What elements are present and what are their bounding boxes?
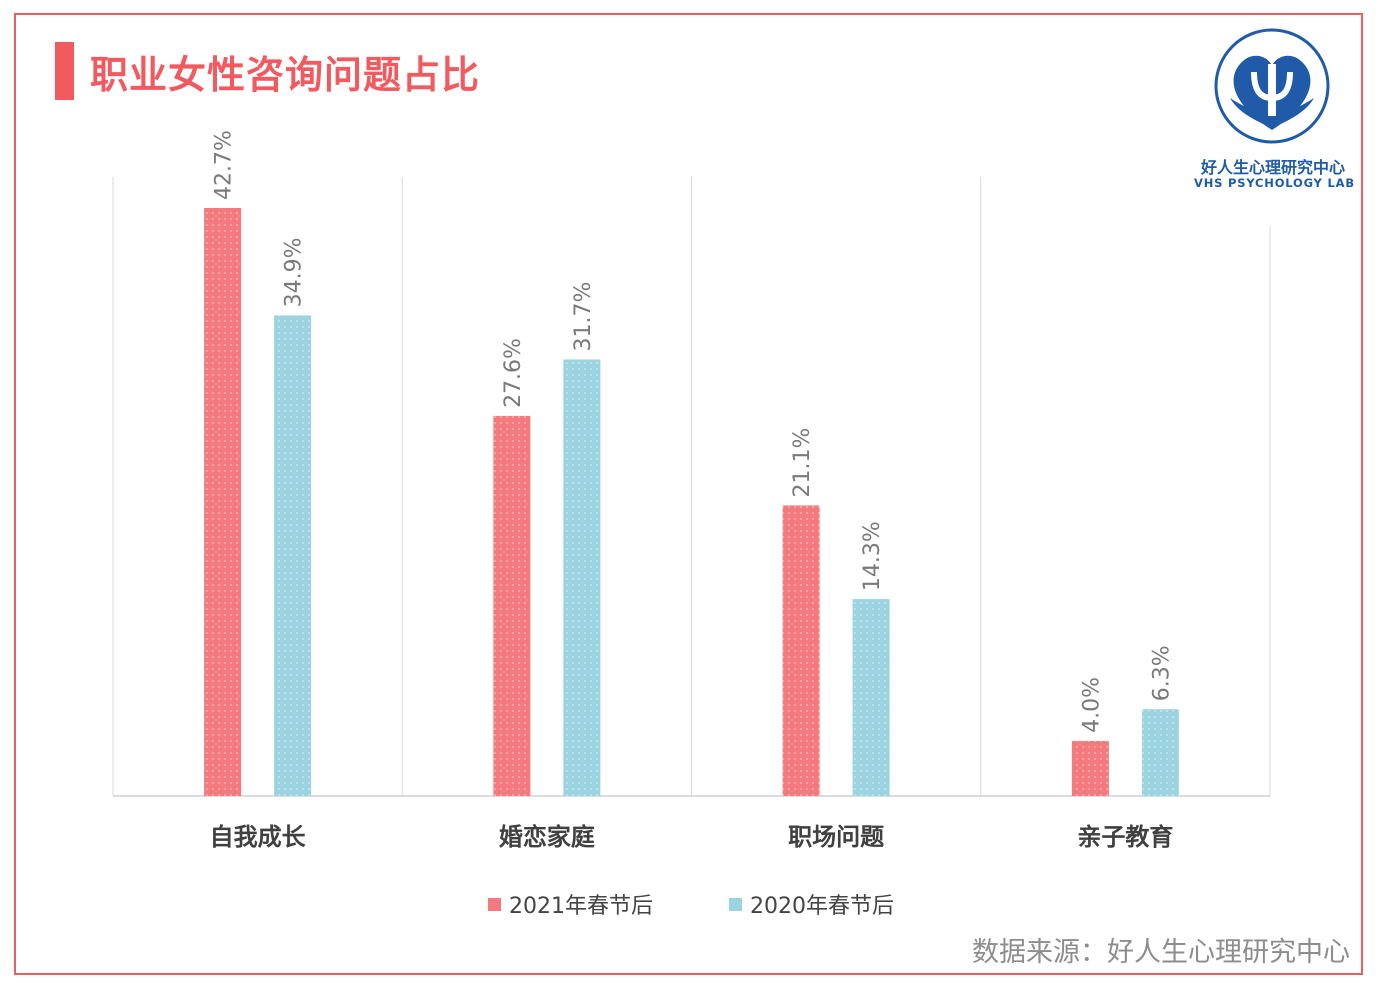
data-label: 4.0% <box>1079 677 1104 733</box>
vhs-logo: 好人生心理研究中心 VHS PSYCHOLOGY LAB <box>1194 28 1354 198</box>
bar-2020-2 <box>852 599 890 796</box>
legend-swatch-2020 <box>729 897 742 911</box>
legend-label-2020: 2020年春节后 <box>750 894 894 919</box>
legend-label-2021: 2021年春节后 <box>509 894 653 919</box>
logo-english-name: VHS PSYCHOLOGY LAB <box>1194 176 1355 190</box>
category-label: 自我成长 <box>210 823 307 851</box>
category-label: 婚恋家庭 <box>499 823 595 851</box>
bar-2020-0 <box>274 315 312 796</box>
legend-item-2020: 2020年春节后 <box>729 889 894 919</box>
data-label: 21.1% <box>790 428 815 498</box>
data-label: 42.7% <box>212 130 237 200</box>
data-source-note: 数据来源：好人生心理研究中心 <box>972 937 1350 968</box>
bar-2021-0 <box>204 208 242 796</box>
bar-2020-3 <box>1141 709 1179 796</box>
legend-item-2021: 2021年春节后 <box>488 889 653 919</box>
category-label: 亲子教育 <box>1077 823 1173 851</box>
bar-2021-2 <box>782 505 820 796</box>
data-label: 6.3% <box>1149 645 1174 701</box>
logo-chinese-name: 好人生心理研究中心 <box>1200 158 1345 177</box>
bar-2021-3 <box>1071 740 1109 796</box>
bar-2021-1 <box>493 415 531 796</box>
data-label: 14.3% <box>860 521 885 591</box>
legend-swatch-2021 <box>488 897 501 911</box>
category-label: 职场问题 <box>788 823 884 851</box>
chart-title: 职业女性咨询问题占比 <box>90 53 481 97</box>
bar-2020-1 <box>563 359 601 796</box>
chart-frame <box>14 13 1363 975</box>
data-label: 31.7% <box>571 282 596 352</box>
data-label: 27.6% <box>501 338 526 408</box>
title-accent-bar <box>55 42 74 100</box>
psi-heart-icon <box>1214 28 1330 144</box>
data-label: 34.9% <box>282 238 307 308</box>
